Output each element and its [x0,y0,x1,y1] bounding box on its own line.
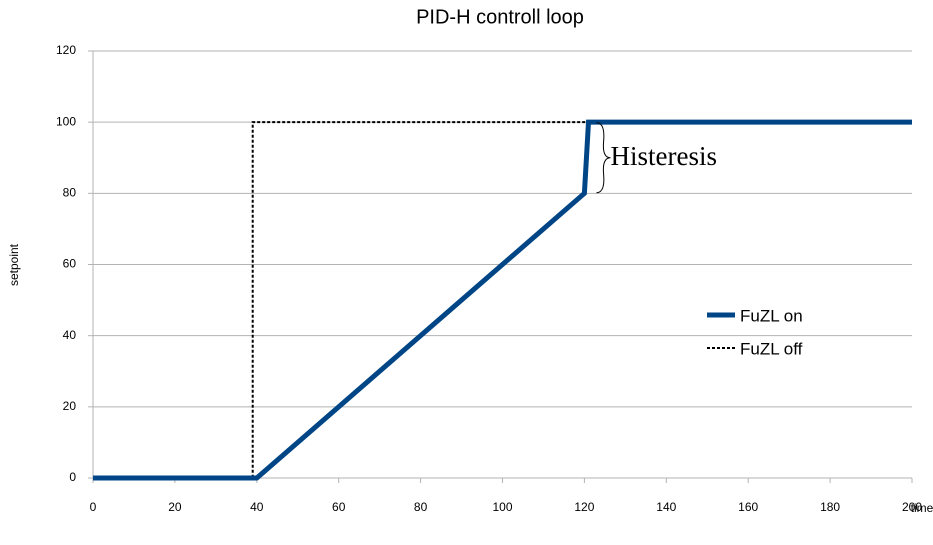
y-tick-label: 60 [63,257,77,271]
line-series [93,119,912,481]
y-tick-label: 20 [63,399,77,413]
y-axis-label: setpoint [7,243,21,286]
x-tick-label: 160 [738,500,758,514]
x-tick-label: 60 [332,500,346,514]
x-tick-label: 80 [414,500,428,514]
annotation-brace [596,122,611,194]
legend-label: FuZL off [740,339,803,358]
line-series [93,121,912,479]
y-tick-label: 120 [56,43,76,57]
x-tick-label: 100 [492,500,512,514]
y-tick-label: 40 [63,328,77,342]
y-tick-label: 100 [56,114,76,128]
x-tick-label: 200 [902,500,922,514]
x-tick-label: 40 [250,500,264,514]
annotation: Histeresis [610,141,716,171]
y-tick-label: 0 [69,470,76,484]
x-tick-label: 20 [168,500,182,514]
x-tick-label: 0 [90,500,97,514]
x-tick-label: 180 [820,500,840,514]
x-tick-label: 120 [574,500,594,514]
y-tick-label: 80 [63,186,77,200]
chart-title: PID-H controll loop [416,6,584,28]
x-axis-label: time [911,501,933,515]
x-tick-label: 140 [656,500,676,514]
legend-label: FuZL on [740,306,803,325]
